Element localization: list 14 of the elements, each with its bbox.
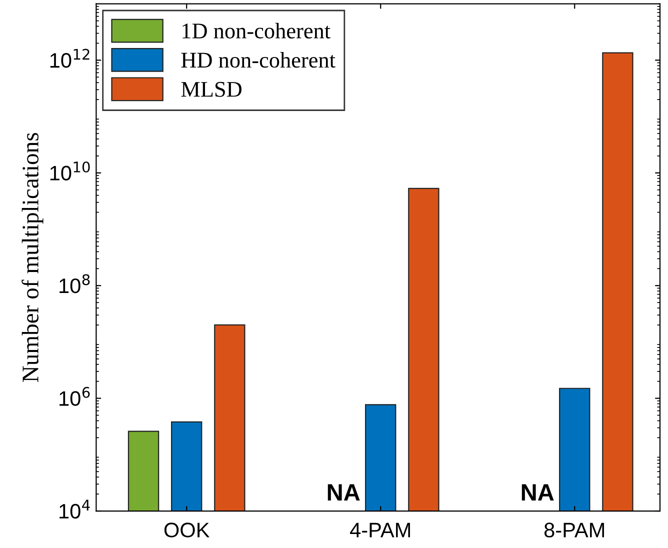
annotation: NA: [328, 484, 360, 501]
y-tick-label: 10$^{8}$: [60, 274, 90, 294]
x-tick-label: 4-PAM: [350, 522, 410, 538]
legend-label: 1D non-coherent: [182, 22, 330, 38]
y-tick-label: 10$^{4}$: [60, 500, 90, 519]
y-tick-label: 10$^{12}$: [50, 48, 90, 68]
y-tick-label: 10$^{6}$: [60, 386, 90, 406]
y-axis-title: Number of multiplications: [22, 133, 44, 382]
legend-label: HD non-coherent: [181, 52, 336, 68]
y-tick-label: 10$^{10}$: [50, 161, 90, 180]
legend-label: MLSD: [181, 82, 242, 97]
x-tick-label: OOK: [164, 522, 210, 538]
annotation: NA: [522, 484, 554, 501]
x-tick-label: 8-PAM: [544, 522, 604, 538]
